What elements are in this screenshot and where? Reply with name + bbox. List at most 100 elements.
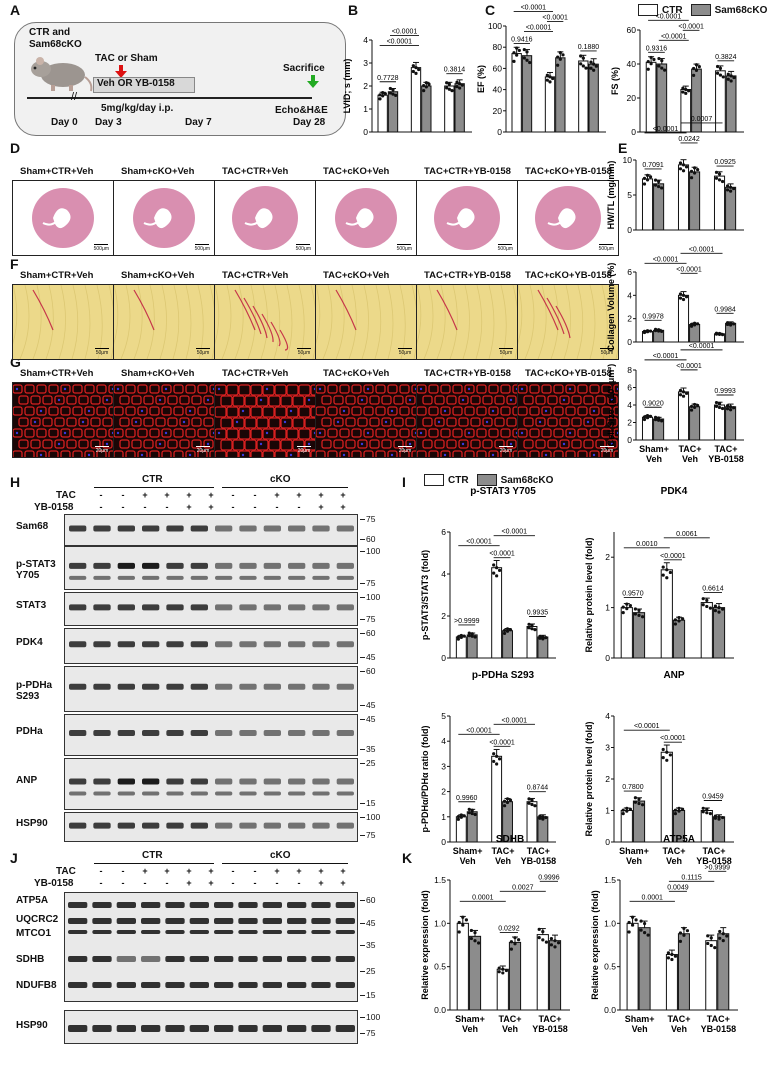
scale-bar: 500μm	[195, 243, 210, 252]
wb-j-oxphos-membrane	[64, 892, 358, 1002]
y-axis-label: EF (%)	[476, 65, 486, 93]
y-tick-label: 0	[605, 837, 610, 847]
data-point	[637, 608, 641, 612]
wb-j-mw-marker: 100	[359, 1012, 381, 1022]
wb-h-mw-marker: 15	[359, 798, 376, 808]
collagen-section-image: 50μm	[517, 284, 619, 360]
p-value-label: <0.0001	[656, 13, 682, 20]
data-point	[721, 938, 725, 943]
data-point	[682, 926, 686, 930]
data-point	[517, 48, 521, 53]
bar-cko	[632, 612, 646, 659]
chart-title: SDHB	[496, 834, 524, 845]
legend-ctr: CTR	[662, 4, 683, 16]
scale-bar-label: 50μm	[499, 350, 513, 356]
data-point	[729, 185, 733, 189]
legend: CTR Sam68cKO	[638, 4, 767, 16]
scale-bar-label: 20μm	[600, 448, 614, 454]
data-point	[725, 407, 730, 411]
data-point	[646, 67, 650, 71]
data-point	[732, 75, 736, 80]
data-point	[681, 86, 685, 90]
data-point	[548, 75, 552, 79]
y-axis-label: Cell Size (x10² μm²)	[606, 364, 616, 447]
chart-c2: 0 20 40 60 FS (%) 0.9316 <0.0001 <0.0001 <0.0001…	[610, 13, 744, 137]
scale-bar: 50μm	[600, 347, 614, 356]
y-tick-label: 4	[627, 400, 632, 410]
wb-j-ctr-header: CTR	[142, 850, 163, 861]
data-point	[456, 637, 460, 641]
data-point	[527, 622, 531, 626]
p-value-label: <0.0001	[542, 15, 568, 22]
bar-cko	[689, 171, 701, 231]
data-point	[670, 952, 674, 957]
wb-h-yb-sign: -	[99, 502, 103, 512]
data-point	[666, 951, 671, 955]
wga-section-image: 20μm	[214, 382, 316, 458]
wb-j-mw-marker: 45	[359, 918, 376, 928]
data-point	[732, 322, 736, 326]
data-point	[657, 64, 661, 68]
bar-cko	[653, 183, 665, 231]
p-value-label: 0.6614	[702, 586, 724, 593]
scale-bar-label: 50μm	[600, 350, 614, 356]
scale-bar-label: 20μm	[499, 448, 513, 454]
wb-j-tac-sign: -	[121, 866, 125, 876]
p-value-label: 0.9459	[702, 794, 724, 801]
p-value-label: <0.0001	[689, 246, 715, 253]
data-point	[684, 391, 689, 395]
data-point	[473, 931, 477, 935]
wb-j-tac-sign: -	[99, 866, 103, 876]
data-point	[378, 93, 382, 97]
y-tick-label: 8	[627, 365, 632, 375]
p-value-label: <0.0001	[387, 39, 413, 46]
x-category-label: Sham+	[619, 846, 649, 856]
y-tick-label: 1	[605, 806, 610, 816]
data-point	[497, 966, 501, 970]
data-point	[625, 602, 629, 606]
data-point	[665, 750, 669, 754]
y-tick-label: 0	[627, 225, 632, 235]
wb-h-mw-marker: 100	[359, 812, 381, 822]
data-point	[673, 618, 678, 622]
panel-label-d: D	[10, 140, 21, 156]
p-value-label: <0.0001	[661, 33, 687, 40]
data-point	[721, 607, 725, 611]
y-axis-label: Relative protein level (fold)	[584, 537, 594, 652]
data-point	[665, 576, 669, 580]
data-point	[637, 797, 641, 801]
data-point	[455, 80, 459, 84]
wb-j-tac-label: TAC	[56, 866, 76, 877]
data-point	[725, 322, 730, 327]
data-point	[391, 92, 395, 96]
x-category-label: Sham+	[625, 1014, 655, 1024]
wga-section-title: Sham+cKO+Veh	[121, 368, 195, 379]
bar-ctr	[544, 76, 556, 133]
data-point	[689, 322, 694, 326]
y-tick-label: 60	[493, 63, 503, 73]
y-axis-label: p-PDHα/PDHα ratio (fold)	[420, 725, 430, 832]
data-point	[541, 929, 545, 934]
data-point	[692, 66, 696, 71]
bar-ctr	[377, 94, 388, 133]
wb-h-mw-marker: 25	[359, 758, 376, 768]
y-tick-label: 2	[441, 611, 446, 621]
p-value-label: 0.9020	[642, 400, 664, 407]
data-point	[705, 807, 709, 811]
p-value-label: <0.0001	[521, 5, 547, 12]
panel-label-e: E	[618, 140, 628, 156]
wb-h-mw-marker: 75	[359, 614, 376, 624]
data-point	[725, 934, 729, 938]
y-tick-label: 4	[441, 569, 446, 579]
data-point	[462, 634, 466, 638]
data-point	[673, 622, 678, 626]
wb-h-cko-header: cKO	[270, 474, 291, 485]
y-tick-label: 40	[627, 59, 637, 69]
wb-h-blot-membrane	[64, 628, 358, 664]
bar-cko	[672, 619, 686, 659]
data-point	[515, 53, 519, 57]
p-value-label: <0.0001	[392, 29, 418, 36]
data-point	[694, 68, 699, 72]
chart-c1: 0 20 40 60 80 100 EF (%) 0.9416 <0.0001 <0.0001 <0…	[476, 5, 606, 137]
scale-bar: 50μm	[196, 347, 210, 356]
